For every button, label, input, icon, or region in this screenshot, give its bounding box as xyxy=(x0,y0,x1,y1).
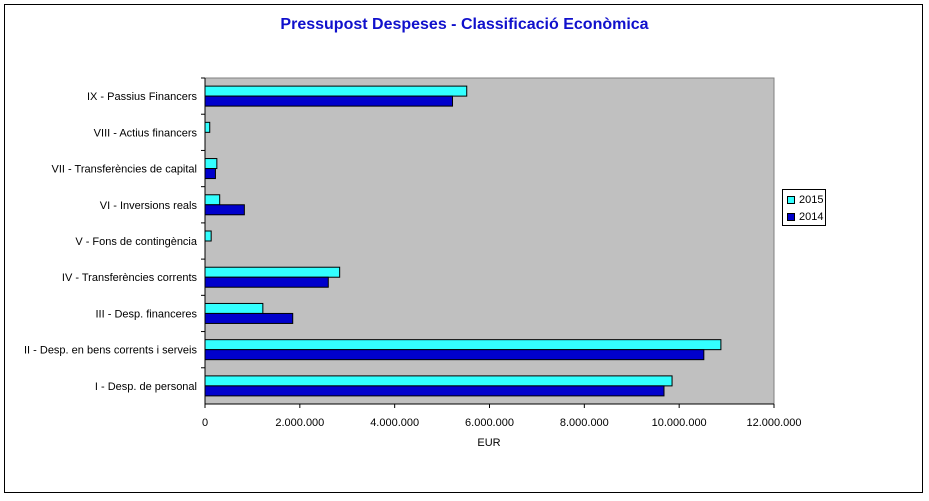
chart-title: Pressupost Despeses - Classificació Econ… xyxy=(280,16,649,33)
x-tick-label: 6.000.000 xyxy=(465,417,514,429)
legend-label-2015: 2015 xyxy=(799,194,824,206)
bar-2015-3 xyxy=(204,158,218,170)
category-label: II - Desp. en bens corrents i serveis xyxy=(24,345,198,357)
bar-2015-6 xyxy=(204,266,341,278)
x-tick-label: 0 xyxy=(202,417,208,429)
category-label: I - Desp. de personal xyxy=(95,381,197,393)
category-label: VI - Inversions reals xyxy=(100,200,198,212)
x-tick-label: 10.000.000 xyxy=(652,417,707,429)
x-tick-label: 8.000.000 xyxy=(560,417,609,429)
category-label: III - Desp. financeres xyxy=(96,308,198,320)
category-label: VIII - Actius financers xyxy=(94,127,198,139)
bar-2014-4 xyxy=(204,204,245,216)
legend-swatch-2014 xyxy=(787,213,795,221)
bar-2015-7 xyxy=(204,302,264,314)
category-label: V - Fons de contingència xyxy=(75,236,198,248)
legend-label-2014: 2014 xyxy=(799,211,824,223)
category-label: IV - Transferències corrents xyxy=(62,272,198,284)
bar-2015-4 xyxy=(204,194,221,206)
legend-swatch-2015 xyxy=(787,196,795,204)
bar-2015-8 xyxy=(204,339,722,351)
category-label: IX - Passius Financers xyxy=(87,91,198,103)
bar-2015-1 xyxy=(204,85,468,97)
chart-legend: 2015 2014 xyxy=(782,189,826,226)
legend-entry-2014: 2014 xyxy=(787,210,823,224)
bar-2014-6 xyxy=(204,276,329,288)
bar-2014-8 xyxy=(204,349,705,361)
bar-2015-5 xyxy=(204,230,212,242)
bar-2014-7 xyxy=(204,312,294,324)
legend-entry-2015: 2015 xyxy=(787,193,823,207)
x-tick-label: 4.000.000 xyxy=(370,417,419,429)
category-label: VII - Transferències de capital xyxy=(51,164,197,176)
x-axis-title: EUR xyxy=(477,437,500,449)
bar-2014-1 xyxy=(204,95,454,107)
x-tick-label: 12.000.000 xyxy=(746,417,801,429)
bar-2014-9 xyxy=(204,385,665,397)
x-tick-label: 2.000.000 xyxy=(275,417,324,429)
bar-2014-3 xyxy=(204,168,216,180)
bar-2015-2 xyxy=(204,121,211,133)
bar-2015-9 xyxy=(204,375,673,387)
